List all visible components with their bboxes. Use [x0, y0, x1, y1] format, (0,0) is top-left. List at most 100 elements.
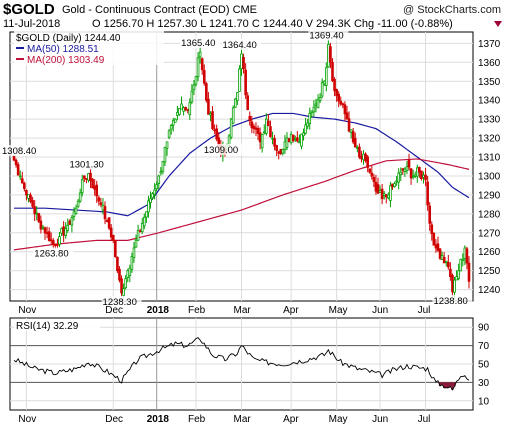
candle-body — [116, 256, 119, 272]
candle-body — [252, 125, 256, 130]
candle-body — [54, 244, 57, 246]
candle-body — [124, 278, 127, 289]
rsi-month-label: Dec — [105, 414, 123, 425]
legend-ma50: MA(50) 1288.51 — [27, 44, 99, 55]
candle-body — [159, 171, 163, 174]
price-month-label: Jun — [372, 305, 388, 316]
candle-body — [463, 247, 467, 259]
candle-body — [99, 202, 103, 205]
candle-body — [407, 160, 411, 168]
candle-body — [49, 239, 53, 242]
rsi-oversold-fill — [120, 382, 456, 390]
candle-body — [426, 181, 429, 206]
symbol-label: $GOLD — [3, 1, 55, 18]
candle-body — [424, 174, 427, 181]
candle-body — [209, 113, 212, 116]
candle-body — [126, 270, 130, 278]
price-annotation: 1263.80 — [34, 249, 68, 260]
rsi-month-label: 2018 — [147, 414, 170, 425]
candle-body — [33, 206, 36, 215]
candle-body — [205, 83, 208, 101]
price-annotation: 1238.30 — [103, 297, 137, 308]
candle-body — [298, 141, 301, 144]
candle-body — [403, 168, 407, 173]
candle-body — [300, 133, 303, 147]
candle-body — [238, 68, 241, 92]
candle-body — [202, 70, 206, 84]
candle-body — [107, 217, 111, 229]
rsi-x-labels: Nov Dec 2018 Feb Mar Apr May Jun Jul — [18, 414, 430, 425]
candle-body — [27, 193, 30, 199]
candle-body — [269, 126, 272, 138]
candle-body — [364, 153, 367, 162]
candle-body — [413, 174, 417, 177]
candle-body — [457, 270, 460, 279]
candle-body — [267, 120, 270, 126]
candle-body — [376, 184, 380, 194]
price-tick-label: 1250 — [478, 266, 501, 277]
candle-body — [178, 108, 181, 115]
candle-body — [114, 240, 117, 258]
candle-body — [244, 69, 247, 96]
candle-body — [132, 247, 136, 258]
candle-body — [296, 137, 299, 142]
candle-body — [349, 129, 353, 133]
candle-body — [176, 112, 179, 116]
candle-body — [97, 197, 101, 202]
rsi-tick-label: 30 — [478, 378, 490, 389]
price-tick-label: 1300 — [478, 171, 501, 182]
candle-body — [440, 255, 444, 261]
price-month-label: Jul — [418, 305, 431, 316]
candle-body — [165, 141, 169, 149]
candle-body — [279, 148, 283, 154]
candle-body — [459, 258, 463, 272]
candle-body — [213, 129, 216, 132]
candle-body — [409, 168, 413, 179]
candle-body — [455, 276, 458, 281]
ohlc-summary: O 1256.70 H 1257.30 L 1241.70 C 1244.40 … — [92, 18, 453, 30]
candle-body — [374, 182, 378, 192]
candle-body — [265, 118, 268, 134]
annotation-bg — [221, 38, 262, 50]
price-x-labels: Nov Dec 2018 Feb Mar Apr May Jun Jul — [18, 305, 430, 316]
candle-body — [260, 133, 264, 149]
candle-body — [151, 193, 154, 199]
candle-body — [72, 211, 76, 217]
candle-body — [250, 121, 254, 129]
candle-body — [85, 178, 88, 180]
candle-body — [155, 184, 159, 190]
candle-body — [74, 207, 78, 214]
candle-body — [111, 234, 115, 241]
candle-body — [467, 262, 471, 282]
candle-body — [382, 193, 386, 196]
price-annotation: 1365.40 — [181, 38, 215, 49]
quote-date: 11-Jul-2018 — [3, 18, 61, 30]
rsi-month-label: Jun — [372, 414, 388, 425]
candle-body — [62, 226, 65, 236]
candle-body — [302, 132, 305, 137]
moving-averages — [13, 112, 470, 251]
candle-body — [395, 180, 398, 183]
candle-body — [130, 256, 134, 271]
price-month-label: May — [329, 305, 348, 316]
candle-body — [337, 93, 341, 102]
candle-body — [188, 102, 192, 116]
rsi-line — [13, 337, 470, 391]
candle-body — [89, 172, 92, 182]
candle-body — [45, 232, 49, 234]
candle-body — [442, 257, 446, 264]
candle-body — [343, 104, 347, 115]
candle-body — [327, 44, 330, 68]
candle-body — [318, 97, 322, 101]
candle-body — [339, 100, 343, 105]
price-legend: $GOLD (Daily) 1244.40 MA(50) 1288.51 MA(… — [14, 31, 164, 66]
candle-body — [20, 178, 24, 184]
candle-body — [66, 224, 70, 231]
candle-body — [192, 84, 196, 91]
candle-body — [387, 194, 390, 199]
candle-body — [304, 124, 307, 134]
candle-body — [399, 171, 403, 176]
candle-body — [194, 76, 198, 85]
candle-body — [310, 110, 314, 113]
candle-body — [95, 184, 99, 197]
